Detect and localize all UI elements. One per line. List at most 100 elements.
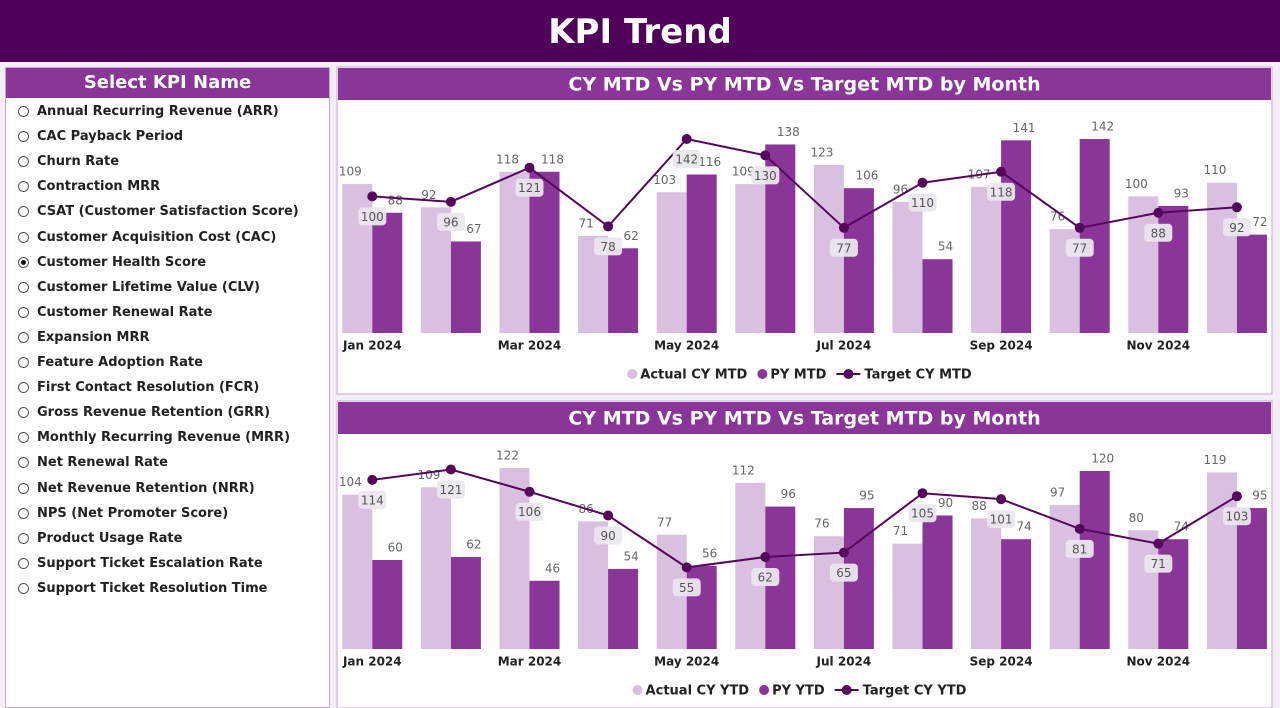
slicer-label[interactable]: Churn Rate	[37, 154, 120, 170]
data-label-box	[829, 563, 858, 582]
slicer-item[interactable]: Contraction MRR	[18, 179, 160, 194]
legend-marker	[627, 369, 638, 379]
data-label-box	[672, 150, 701, 168]
slicer-label[interactable]: Expansion MRR	[37, 329, 150, 345]
slicer-item[interactable]: Annual Recurring Revenue (ARR)	[18, 104, 279, 119]
slicer-item[interactable]: Support Ticket Resolution Time	[18, 581, 267, 596]
radio-button[interactable]	[18, 582, 29, 594]
legend-label: PY MTD	[770, 368, 826, 383]
slicer-label[interactable]: Support Ticket Escalation Rate	[37, 555, 263, 571]
data-label: 104	[339, 475, 362, 489]
bar	[813, 536, 844, 649]
slicer-item[interactable]: Customer Acquisition Cost (CAC)	[18, 230, 276, 245]
data-label: 62	[758, 571, 773, 585]
legend-marker	[632, 685, 643, 695]
slicer-item[interactable]: Net Renewal Rate	[18, 455, 168, 470]
data-label: 60	[388, 540, 403, 554]
slicer-item[interactable]: Customer Health Score	[18, 255, 206, 270]
slicer-item[interactable]: Customer Lifetime Value (CLV)	[18, 280, 260, 295]
bar	[420, 487, 451, 649]
data-label: 103	[1225, 510, 1248, 524]
chart-title: CY MTD Vs PY MTD Vs Target MTD by Month	[568, 408, 1040, 430]
radio-button[interactable]	[18, 331, 29, 343]
radio-button[interactable]	[18, 131, 29, 143]
slicer-label[interactable]: Feature Adoption Rate	[37, 355, 203, 370]
slicer-label[interactable]: Customer Acquisition Cost (CAC)	[37, 229, 277, 245]
bar	[1079, 470, 1110, 649]
slicer-label[interactable]: CSAT (Customer Satisfaction Score)	[37, 204, 299, 220]
slicer-label[interactable]: Product Usage Rate	[37, 530, 183, 546]
data-label: 88	[971, 499, 986, 513]
radio-button[interactable]	[18, 306, 29, 318]
slicer-label[interactable]: First Contact Resolution (FCR)	[37, 380, 260, 396]
radio-button[interactable]	[18, 106, 29, 117]
radio-button[interactable]	[18, 256, 29, 268]
radio-button[interactable]	[18, 507, 29, 519]
data-label: 65	[836, 566, 851, 580]
target-point	[1153, 538, 1164, 549]
radio-button[interactable]	[18, 432, 29, 444]
data-label-box	[751, 166, 780, 185]
radio-button[interactable]	[18, 231, 29, 243]
slicer-item[interactable]: CSAT (Customer Satisfaction Score)	[18, 204, 299, 219]
slicer-label[interactable]: Monthly Recurring Revenue (MRR)	[37, 430, 291, 446]
target-point	[1074, 222, 1085, 233]
radio-button[interactable]	[18, 457, 29, 469]
slicer-item[interactable]: Churn Rate	[18, 154, 119, 169]
target-point	[760, 552, 771, 563]
data-label: 81	[1072, 542, 1087, 556]
slicer-label[interactable]: Net Renewal Rate	[37, 455, 168, 471]
slicer-label[interactable]: Gross Revenue Retention (GRR)	[37, 405, 271, 421]
slicer-label[interactable]: Customer Renewal Rate	[37, 304, 213, 320]
slicer-title: Select KPI Name	[6, 68, 329, 98]
data-label-box	[987, 510, 1016, 529]
slicer-label[interactable]: NPS (Net Promoter Score)	[37, 505, 229, 521]
legend-label: PY YTD	[772, 684, 825, 699]
radio-button[interactable]	[18, 482, 29, 494]
data-label: 78	[600, 240, 615, 254]
target-point	[681, 134, 692, 144]
slicer-item[interactable]: Net Revenue Retention (NRR)	[18, 481, 255, 496]
data-label: 90	[600, 529, 615, 543]
radio-button[interactable]	[18, 382, 29, 394]
radio-button[interactable]	[18, 357, 29, 368]
x-tick-label: Nov 2024	[1126, 655, 1190, 669]
data-label: 101	[990, 513, 1013, 527]
slicer-label[interactable]: Annual Recurring Revenue (ARR)	[37, 104, 279, 119]
slicer-item[interactable]: Customer Renewal Rate	[18, 305, 212, 320]
slicer-item[interactable]: Feature Adoption Rate	[18, 355, 203, 370]
slicer-item[interactable]: NPS (Net Promoter Score)	[18, 506, 228, 521]
slicer-label[interactable]: Support Ticket Resolution Time	[37, 580, 268, 596]
slicer-label[interactable]: Net Revenue Retention (NRR)	[37, 480, 255, 496]
slicer-item[interactable]: Gross Revenue Retention (GRR)	[18, 405, 270, 420]
radio-button[interactable]	[18, 206, 29, 218]
slicer-item[interactable]: Product Usage Rate	[18, 531, 182, 546]
radio-button[interactable]	[18, 532, 29, 544]
radio-button[interactable]	[18, 181, 29, 193]
bar	[922, 515, 953, 649]
target-point	[524, 486, 535, 497]
slicer-item[interactable]: CAC Payback Period	[18, 129, 183, 144]
radio-button[interactable]	[18, 281, 29, 293]
data-label-box	[1065, 539, 1094, 558]
target-point	[681, 562, 692, 573]
slicer-item[interactable]: First Contact Resolution (FCR)	[18, 380, 259, 395]
chart-title-bar	[338, 68, 1271, 100]
legend-marker	[757, 369, 768, 379]
slicer-item[interactable]: Monthly Recurring Revenue (MRR)	[18, 430, 290, 445]
radio-button[interactable]	[18, 407, 29, 419]
bar	[1049, 505, 1080, 649]
slicer-item[interactable]: Expansion MRR	[18, 330, 149, 345]
target-point	[1231, 491, 1242, 502]
data-label: 97	[1050, 486, 1065, 500]
slicer-item[interactable]: Support Ticket Escalation Rate	[18, 556, 263, 571]
target-point	[1074, 523, 1085, 534]
bar	[843, 188, 874, 333]
slicer-label[interactable]: CAC Payback Period	[37, 129, 184, 145]
slicer-label[interactable]: Customer Lifetime Value (CLV)	[37, 279, 260, 295]
slicer-label[interactable]: Contraction MRR	[37, 179, 161, 195]
radio-button[interactable]	[18, 156, 29, 168]
slicer-label[interactable]: Customer Health Score	[37, 254, 207, 270]
radio-button[interactable]	[18, 557, 29, 569]
data-label: 121	[518, 181, 541, 195]
